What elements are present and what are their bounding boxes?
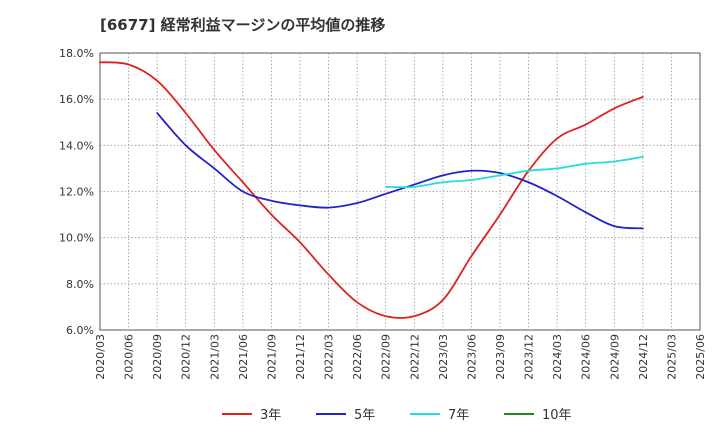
legend-label-1: 5年: [354, 408, 375, 423]
y-tick-label: 18.0%: [59, 47, 94, 60]
x-tick-label: 2025/06: [694, 334, 707, 380]
legend-label-0: 3年: [260, 408, 281, 423]
x-tick-label: 2020/03: [94, 334, 107, 380]
x-tick-label: 2024/03: [551, 334, 564, 380]
x-tick-label: 2020/12: [180, 334, 193, 380]
y-tick-label: 12.0%: [59, 186, 94, 199]
x-tick-label: 2021/06: [237, 334, 250, 380]
x-tick-label: 2022/09: [380, 334, 393, 380]
x-tick-label: 2024/09: [608, 334, 621, 380]
x-tick-label: 2020/09: [151, 334, 164, 380]
x-tick-label: 2025/03: [665, 334, 678, 380]
y-tick-label: 8.0%: [66, 278, 94, 291]
y-tick-label: 16.0%: [59, 93, 94, 106]
x-tick-label: 2024/12: [637, 334, 650, 380]
legend: 3年 5年 7年 10年: [222, 408, 572, 423]
x-tick-label: 2021/12: [294, 334, 307, 380]
x-tick-label: 2022/06: [351, 334, 364, 380]
x-tick-label: 2021/09: [265, 334, 278, 380]
x-tick-label: 2023/06: [465, 334, 478, 380]
y-tick-label: 10.0%: [59, 232, 94, 245]
y-axis: 6.0% 8.0% 10.0% 12.0% 14.0% 16.0% 18.0%: [59, 47, 94, 337]
legend-label-2: 7年: [448, 408, 469, 423]
x-tick-label: 2021/03: [208, 334, 221, 380]
x-tick-label: 2020/06: [123, 334, 136, 380]
series-line-2: [384, 155, 644, 189]
grid: [100, 53, 700, 330]
x-tick-label: 2022/03: [323, 334, 336, 380]
plot-area: [99, 52, 701, 331]
series-line-0: [99, 61, 644, 319]
x-tick-label: 2023/09: [494, 334, 507, 380]
x-tick-label: 2023/12: [523, 334, 536, 380]
x-tick-label: 2022/12: [408, 334, 421, 380]
y-tick-label: 6.0%: [66, 324, 94, 337]
y-tick-label: 14.0%: [59, 139, 94, 152]
x-axis: 2020/03 2020/06 2020/09 2020/12 2021/03 2021/…: [94, 334, 707, 380]
series-lines: [99, 61, 644, 319]
legend-label-3: 10年: [542, 408, 572, 423]
x-tick-label: 2023/03: [437, 334, 450, 380]
series-line-1: [156, 112, 644, 230]
x-tick-label: 2024/06: [580, 334, 593, 380]
chart-title: [6677] 経常利益マージンの平均値の推移: [100, 16, 385, 34]
